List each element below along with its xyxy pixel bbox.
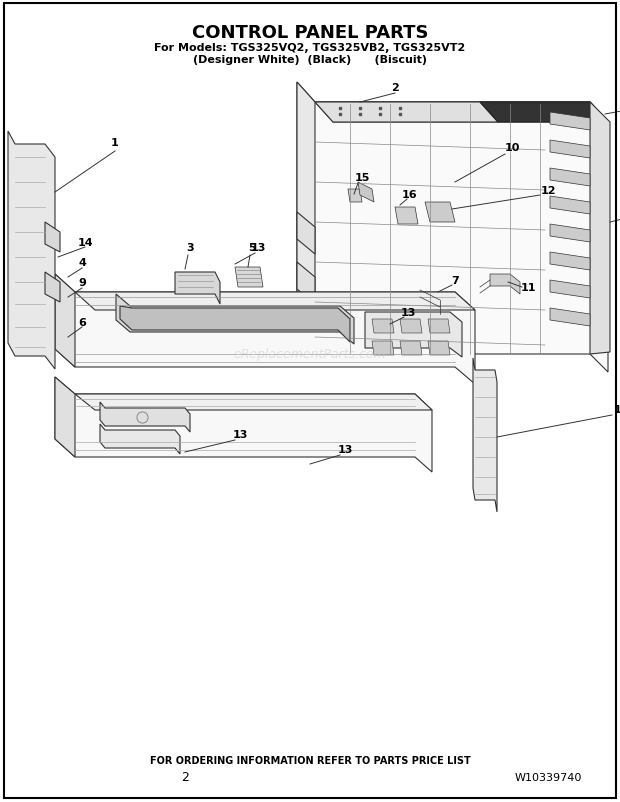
Polygon shape <box>428 342 450 355</box>
Text: 9: 9 <box>78 277 86 288</box>
Text: 14: 14 <box>77 237 93 248</box>
Text: 11: 11 <box>520 282 536 293</box>
Polygon shape <box>490 274 520 294</box>
Text: 5: 5 <box>248 243 256 253</box>
Polygon shape <box>550 141 590 159</box>
Polygon shape <box>175 273 220 305</box>
Polygon shape <box>315 103 608 123</box>
Polygon shape <box>297 83 315 354</box>
Polygon shape <box>428 320 450 334</box>
Polygon shape <box>550 253 590 270</box>
Polygon shape <box>297 83 608 373</box>
Polygon shape <box>75 293 475 310</box>
Text: 4: 4 <box>78 257 86 268</box>
Text: eReplacementParts.com: eReplacementParts.com <box>234 348 386 361</box>
Text: 6: 6 <box>78 318 86 327</box>
Text: 12: 12 <box>540 186 556 196</box>
Text: FOR ORDERING INFORMATION REFER TO PARTS PRICE LIST: FOR ORDERING INFORMATION REFER TO PARTS … <box>149 755 471 765</box>
Polygon shape <box>365 313 462 358</box>
Polygon shape <box>55 378 432 472</box>
Polygon shape <box>473 358 497 512</box>
Polygon shape <box>315 103 498 123</box>
Text: 13: 13 <box>401 308 415 318</box>
Polygon shape <box>550 196 590 215</box>
Polygon shape <box>348 190 362 203</box>
Text: 13: 13 <box>337 444 353 455</box>
Text: 2: 2 <box>181 771 189 784</box>
Text: 1: 1 <box>614 404 620 415</box>
Polygon shape <box>100 403 190 432</box>
Polygon shape <box>358 183 374 203</box>
Polygon shape <box>550 309 590 326</box>
Polygon shape <box>55 274 75 367</box>
Polygon shape <box>45 223 60 253</box>
Polygon shape <box>235 268 263 288</box>
Text: For Models: TGS325VQ2, TGS325VB2, TGS325VT2: For Models: TGS325VQ2, TGS325VB2, TGS325… <box>154 43 466 53</box>
Text: 16: 16 <box>402 190 418 200</box>
Polygon shape <box>395 208 418 225</box>
Polygon shape <box>120 306 350 342</box>
Text: 13: 13 <box>250 243 266 253</box>
Polygon shape <box>297 213 315 255</box>
Text: CONTROL PANEL PARTS: CONTROL PANEL PARTS <box>192 24 428 42</box>
Polygon shape <box>425 203 455 223</box>
Text: 1: 1 <box>111 138 119 148</box>
Text: 10: 10 <box>504 143 520 153</box>
Polygon shape <box>372 342 394 355</box>
Polygon shape <box>550 113 590 131</box>
Polygon shape <box>550 225 590 243</box>
Text: 2: 2 <box>391 83 399 93</box>
Polygon shape <box>297 263 315 305</box>
Text: 13: 13 <box>232 429 247 439</box>
Polygon shape <box>55 274 475 384</box>
Polygon shape <box>590 103 610 354</box>
Text: W10339740: W10339740 <box>515 772 582 782</box>
Polygon shape <box>372 320 394 334</box>
Polygon shape <box>45 273 60 302</box>
Polygon shape <box>8 132 55 370</box>
Polygon shape <box>400 342 422 355</box>
Polygon shape <box>55 378 75 457</box>
Polygon shape <box>400 320 422 334</box>
Polygon shape <box>550 168 590 187</box>
Polygon shape <box>100 424 180 455</box>
Text: 3: 3 <box>186 243 194 253</box>
Polygon shape <box>550 281 590 298</box>
Text: 7: 7 <box>451 276 459 286</box>
Polygon shape <box>116 294 354 345</box>
Text: (Designer White)  (Black)      (Biscuit): (Designer White) (Black) (Biscuit) <box>193 55 427 65</box>
Polygon shape <box>480 103 608 123</box>
Text: 15: 15 <box>354 172 370 183</box>
Polygon shape <box>75 395 432 411</box>
